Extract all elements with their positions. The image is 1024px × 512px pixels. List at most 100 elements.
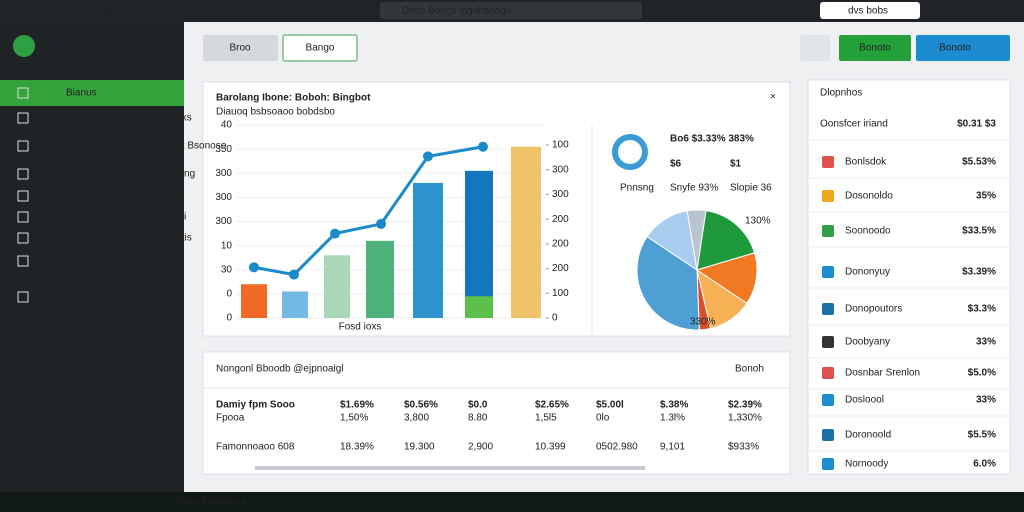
line-point — [289, 269, 299, 280]
panel-value: $3.3% — [968, 304, 996, 315]
search-text: Doso Bobgs ipgobanogo — [402, 6, 512, 17]
table-cell: Damiy fpm Sooo — [216, 400, 295, 411]
bar — [324, 255, 350, 318]
panel-value: $3.39% — [962, 267, 996, 278]
panel-value: $5.53% — [962, 157, 996, 168]
nav-icon — [17, 190, 29, 202]
item-icon — [822, 336, 834, 348]
table-cell: $0.56% — [404, 400, 438, 411]
nav-spacer: Aaning — [164, 169, 195, 180]
y2-tick-label: 300 — [552, 189, 569, 200]
search-box[interactable] — [380, 2, 642, 19]
y-tick-label: 0 — [226, 313, 232, 324]
table-title: Nongonl Bboodb @ejpnoaigl — [216, 364, 343, 375]
table-cell: $1.69% — [340, 400, 374, 411]
legend-text: Bo6 $3.33% 383% — [670, 134, 754, 145]
active-nav[interactable] — [0, 80, 184, 106]
table-cell: Famonnoaoo 608 — [216, 442, 295, 453]
panel-value: 33% — [976, 395, 996, 406]
legend-text: Slopie 36 — [730, 183, 772, 194]
table-cell: $5.00l — [596, 400, 624, 411]
panel-value: $5.5% — [968, 430, 996, 441]
table-cell: 9,101 — [660, 442, 685, 453]
table-cell: 2,900 — [468, 442, 493, 453]
legend-text: Pnnsng — [620, 183, 654, 194]
table-cell: 0lo — [596, 413, 610, 424]
bar — [511, 146, 541, 318]
nav-icon — [17, 168, 29, 180]
nav-item: Fodsi Brosms — [42, 292, 103, 303]
line — [253, 145, 484, 277]
nav-icon — [17, 255, 29, 267]
nav-icon — [17, 232, 29, 244]
table-cell: 1,330% — [728, 413, 762, 424]
y-tick-label: 300 — [215, 168, 232, 179]
button[interactable] — [839, 35, 911, 61]
item-icon — [822, 225, 834, 237]
panel-item: Doobyany — [845, 337, 890, 348]
table-cell: 3,800 — [404, 413, 429, 424]
nav-item: Bianus — [66, 88, 97, 99]
nav-item: Bosti — [66, 212, 88, 223]
profile-box[interactable] — [820, 2, 920, 19]
panel-value: $5.0% — [968, 368, 996, 379]
close[interactable]: × — [770, 92, 776, 103]
line-point — [330, 228, 340, 239]
nav-icon — [17, 211, 29, 223]
donut — [612, 134, 648, 170]
legend-text: $6 — [670, 159, 682, 170]
y2-tick-label: 200 — [552, 263, 569, 274]
nav-icon — [17, 112, 29, 124]
nav-spacer: Dvatis — [164, 233, 192, 244]
line-point — [423, 151, 433, 162]
button[interactable] — [203, 35, 278, 61]
pie-slice — [686, 209, 707, 271]
y2-tick-label: 100 — [552, 288, 569, 299]
tab-title: Simulasi zbkama bag — [20, 6, 115, 17]
table-cell: $933% — [728, 442, 759, 453]
panel-value: $33.5% — [962, 226, 996, 237]
table-cell: 10.399 — [535, 442, 566, 453]
table-cell: 8.80 — [468, 413, 488, 424]
table-cell: $.38% — [660, 400, 688, 411]
y-tick-label: 0 — [226, 289, 232, 300]
table-cell: 0502.980 — [596, 442, 638, 453]
item-icon — [822, 429, 834, 441]
y2-tick-label: 200 — [552, 238, 569, 249]
y2-tick-label: 0 — [552, 313, 558, 324]
table-cell: 1.3l% — [660, 413, 685, 424]
button-label: Bango — [306, 43, 335, 54]
panel-title: Dlopnhos — [820, 88, 862, 99]
pie-slice — [636, 235, 700, 331]
panel-item: Dosloool — [845, 395, 884, 406]
y-tick-label: 300 — [215, 216, 232, 227]
panel-item: Bonlsdok — [845, 157, 887, 168]
item-icon — [822, 458, 834, 470]
nav-item: Lcsi — [66, 191, 84, 202]
button[interactable] — [800, 35, 830, 61]
panel-item: Donopoutors — [845, 304, 902, 315]
button[interactable] — [916, 35, 1010, 61]
nav-footer: Sonnodoes — [42, 466, 93, 477]
panel-item: Dononyuy — [845, 267, 890, 278]
brand: Simulasi Uronoatiat — [46, 42, 141, 53]
table-cell: 1,50% — [340, 413, 368, 424]
bar-segment — [465, 296, 493, 318]
item-icon — [822, 367, 834, 379]
profile-text: dvs bobs — [848, 6, 888, 17]
nav-spacer: Pant Bsonoso — [164, 141, 227, 152]
panel-value: 35% — [976, 191, 996, 202]
y-tick-label: 30 — [221, 264, 233, 275]
button[interactable] — [282, 34, 358, 62]
bar — [366, 240, 394, 318]
x-axis-label: Fosd ioxs — [339, 322, 382, 333]
table-cell: 18.39% — [340, 442, 374, 453]
pie-label: 330% — [690, 317, 716, 328]
nav-item: Aaning — [66, 169, 97, 180]
panel-item: Dosnbar Srenlon — [845, 368, 920, 379]
y-tick-label: 350 — [215, 144, 232, 155]
button-label: Broo — [229, 43, 251, 54]
item-icon — [822, 190, 834, 202]
legend-text: Snyfe 93% — [670, 183, 718, 194]
